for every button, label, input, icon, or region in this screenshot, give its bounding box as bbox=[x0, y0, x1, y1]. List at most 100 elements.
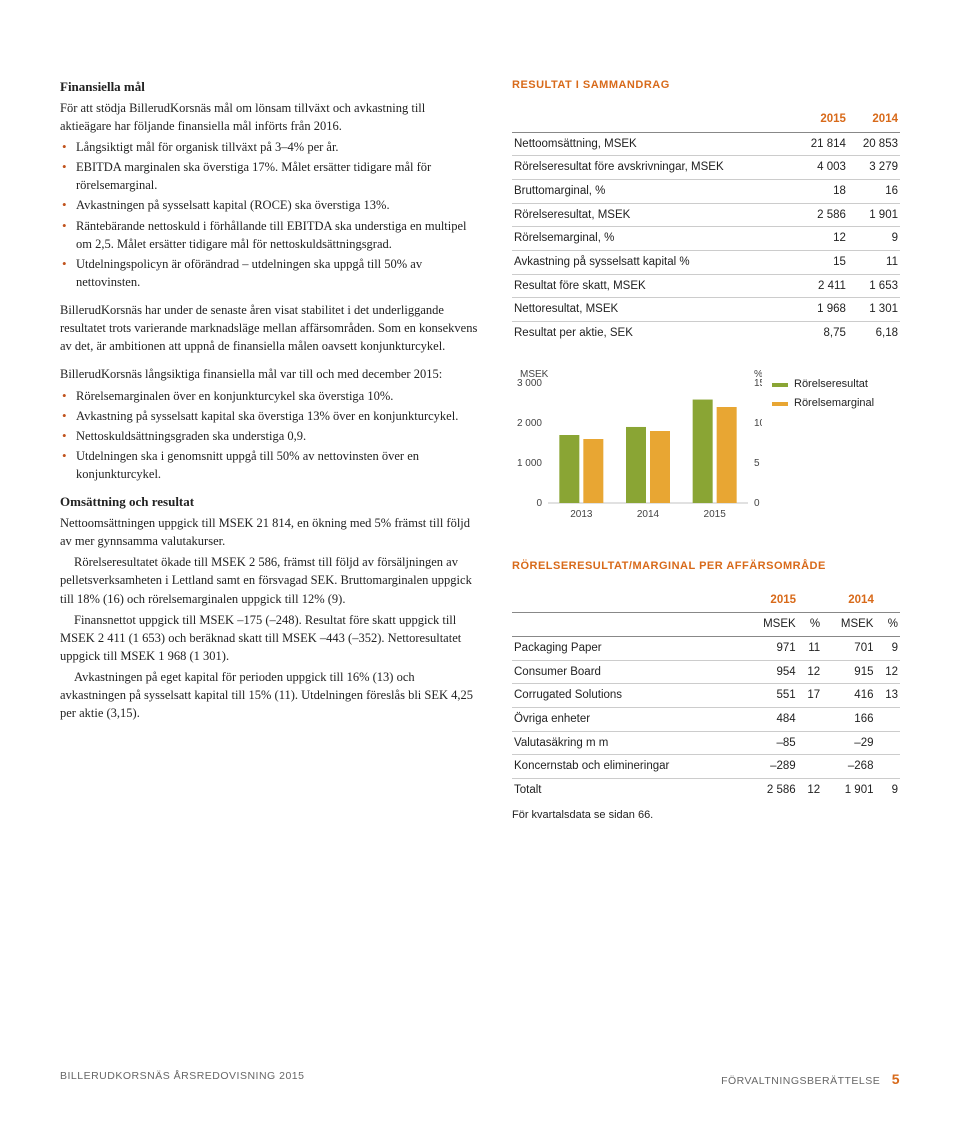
segment-cell: Koncernstab och elimineringar bbox=[512, 755, 744, 779]
segment-cell: 971 bbox=[744, 636, 797, 660]
summary-cell: Nettoresultat, MSEK bbox=[512, 298, 796, 322]
summary-cell: 4 003 bbox=[796, 156, 848, 180]
segment-cell: 915 bbox=[822, 660, 875, 684]
summary-cell: 8,75 bbox=[796, 321, 848, 344]
turnover-p1: Nettoomsättningen uppgick till MSEK 21 8… bbox=[60, 514, 478, 550]
svg-text:1 000: 1 000 bbox=[517, 458, 542, 469]
summary-cell: 12 bbox=[796, 227, 848, 251]
heading-omsattning: Omsättning och resultat bbox=[60, 493, 478, 512]
segment-cell: 11 bbox=[798, 636, 822, 660]
goal-2016-item: Långsiktigt mål för organisk tillväxt på… bbox=[60, 138, 478, 156]
svg-text:3 000: 3 000 bbox=[517, 378, 542, 389]
turnover-p4: Avkastningen på eget kapital för periode… bbox=[60, 668, 478, 722]
result-margin-chart: MSEK%3 0002 0001 0000151050201320142015 … bbox=[512, 369, 900, 529]
intro-paragraph: För att stödja BillerudKorsnäs mål om lö… bbox=[60, 99, 478, 135]
summary-cell: 1 901 bbox=[848, 203, 900, 227]
summary-cell: 21 814 bbox=[796, 132, 848, 156]
svg-text:0: 0 bbox=[754, 498, 760, 509]
segment-cell: 9 bbox=[875, 636, 900, 660]
summary-cell: Resultat före skatt, MSEK bbox=[512, 274, 796, 298]
goal-2015-item: Avkastning på sysselsatt kapital ska öve… bbox=[60, 407, 478, 425]
segment-cell: 17 bbox=[798, 684, 822, 708]
summary-cell: 2 411 bbox=[796, 274, 848, 298]
legend-rorelseresultat: Rörelseresultat bbox=[794, 377, 868, 393]
goal-2016-item: Avkastningen på sysselsatt kapital (ROCE… bbox=[60, 196, 478, 214]
summary-cell: 2 586 bbox=[796, 203, 848, 227]
summary-cell: Rörelseresultat, MSEK bbox=[512, 203, 796, 227]
col-2015: 2015 bbox=[796, 108, 848, 132]
segment-cell: –29 bbox=[822, 731, 875, 755]
summary-cell: 18 bbox=[796, 179, 848, 203]
goal-2016-item: Räntebärande nettoskuld i förhållande ti… bbox=[60, 217, 478, 253]
left-column: Finansiella mål För att stödja BillerudK… bbox=[60, 78, 478, 824]
goals-2015-list: Rörelsemarginalen över en konjunkturcyke… bbox=[60, 387, 478, 484]
summary-cell: 15 bbox=[796, 250, 848, 274]
svg-text:0: 0 bbox=[536, 498, 542, 509]
page-footer: BILLERUDKORSNÄS ÅRSREDOVISNING 2015 FÖRV… bbox=[60, 1069, 900, 1089]
legend-rorelsemarginal: Rörelsemarginal bbox=[794, 396, 874, 412]
segment-cell: –268 bbox=[822, 755, 875, 779]
goals-2015-intro: BillerudKorsnäs långsiktiga finansiella … bbox=[60, 365, 478, 383]
svg-text:10: 10 bbox=[754, 418, 762, 429]
segment-cell: Övriga enheter bbox=[512, 707, 744, 731]
right-column: RESULTAT I SAMMANDRAG 2015 2014 Nettooms… bbox=[512, 78, 900, 824]
segment-cell bbox=[875, 731, 900, 755]
goals-2016-list: Långsiktigt mål för organisk tillväxt på… bbox=[60, 138, 478, 291]
summary-cell: 1 653 bbox=[848, 274, 900, 298]
segment-table: 2015 2014 MSEK % MSEK % Packaging Paper9… bbox=[512, 589, 900, 802]
segment-cell: Corrugated Solutions bbox=[512, 684, 744, 708]
summary-cell: Avkastning på sysselsatt kapital % bbox=[512, 250, 796, 274]
heading-finansiella-mal: Finansiella mål bbox=[60, 78, 478, 97]
summary-table: 2015 2014 Nettoomsättning, MSEK21 81420 … bbox=[512, 108, 900, 345]
segment-cell: Consumer Board bbox=[512, 660, 744, 684]
segment-cell: 701 bbox=[822, 636, 875, 660]
segment-cell: 484 bbox=[744, 707, 797, 731]
segment-cell bbox=[798, 755, 822, 779]
segment-cell: 13 bbox=[875, 684, 900, 708]
segment-cell bbox=[798, 731, 822, 755]
segment-cell: 551 bbox=[744, 684, 797, 708]
summary-cell: Rörelseresultat före avskrivningar, MSEK bbox=[512, 156, 796, 180]
summary-cell: 11 bbox=[848, 250, 900, 274]
summary-cell: Bruttomarginal, % bbox=[512, 179, 796, 203]
svg-text:5: 5 bbox=[754, 458, 760, 469]
summary-cell: 1 301 bbox=[848, 298, 900, 322]
turnover-p3: Finansnettot uppgick till MSEK –175 (–24… bbox=[60, 611, 478, 665]
svg-text:2015: 2015 bbox=[704, 509, 727, 520]
segment-cell: 416 bbox=[822, 684, 875, 708]
summary-cell: 1 968 bbox=[796, 298, 848, 322]
seg-col-2014: 2014 bbox=[822, 589, 900, 613]
summary-cell: 9 bbox=[848, 227, 900, 251]
turnover-p2: Rörelseresultatet ökade till MSEK 2 586,… bbox=[60, 553, 478, 607]
summary-cell: Rörelsemarginal, % bbox=[512, 227, 796, 251]
svg-text:2014: 2014 bbox=[637, 509, 660, 520]
col-2014: 2014 bbox=[848, 108, 900, 132]
goal-2015-item: Utdelningen ska i genomsnitt uppgå till … bbox=[60, 447, 478, 483]
chart-legend: Rörelseresultat Rörelsemarginal bbox=[772, 377, 874, 415]
goal-2015-item: Nettoskuldsättningsgraden ska understiga… bbox=[60, 427, 478, 445]
segment-cell bbox=[875, 755, 900, 779]
page-number: 5 bbox=[892, 1071, 900, 1087]
stability-paragraph: BillerudKorsnäs har under de senaste åre… bbox=[60, 301, 478, 355]
segment-cell: –289 bbox=[744, 755, 797, 779]
summary-cell: 16 bbox=[848, 179, 900, 203]
summary-cell: 6,18 bbox=[848, 321, 900, 344]
svg-text:15: 15 bbox=[754, 378, 762, 389]
goal-2016-item: Utdelningspolicyn är oförändrad – utdeln… bbox=[60, 255, 478, 291]
summary-cell: 20 853 bbox=[848, 132, 900, 156]
svg-text:2 000: 2 000 bbox=[517, 418, 542, 429]
heading-per-affarsomrade: RÖRELSERESULTAT/MARGINAL PER AFFÄRSOMRÅD… bbox=[512, 559, 900, 575]
segment-cell: 12 bbox=[875, 660, 900, 684]
segment-cell bbox=[798, 707, 822, 731]
summary-cell: Resultat per aktie, SEK bbox=[512, 321, 796, 344]
goal-2016-item: EBITDA marginalen ska överstiga 17%. Mål… bbox=[60, 158, 478, 194]
footer-right: FÖRVALTNINGSBERÄTTELSE bbox=[721, 1075, 880, 1087]
segment-cell: 12 bbox=[798, 660, 822, 684]
segment-cell: 954 bbox=[744, 660, 797, 684]
svg-text:2013: 2013 bbox=[570, 509, 593, 520]
summary-cell: Nettoomsättning, MSEK bbox=[512, 132, 796, 156]
footer-left: BILLERUDKORSNÄS ÅRSREDOVISNING 2015 bbox=[60, 1069, 305, 1089]
segment-cell bbox=[875, 707, 900, 731]
segment-cell: Packaging Paper bbox=[512, 636, 744, 660]
goal-2015-item: Rörelsemarginalen över en konjunkturcyke… bbox=[60, 387, 478, 405]
